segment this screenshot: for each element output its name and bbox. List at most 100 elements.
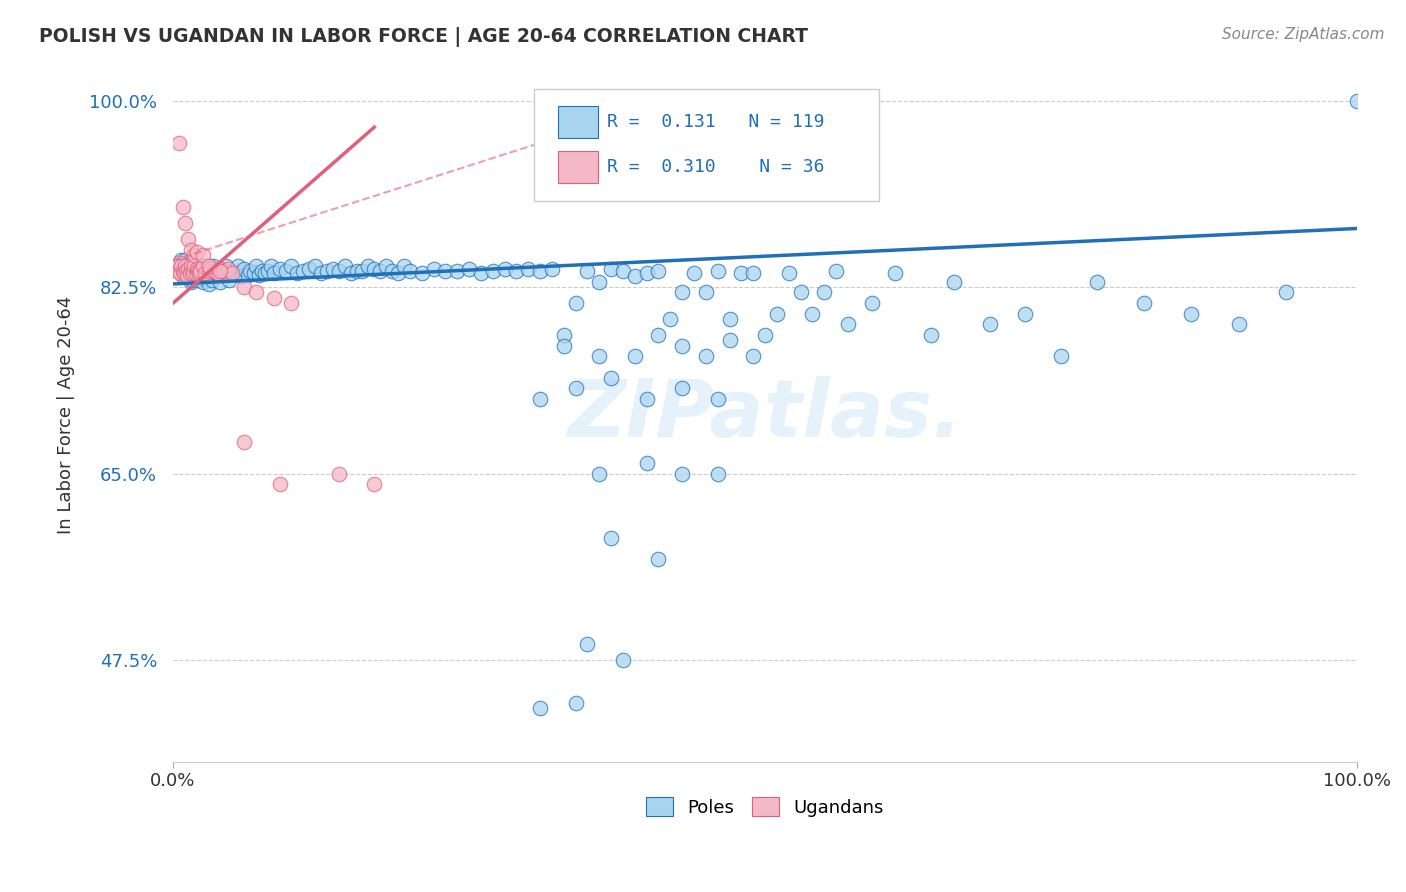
Point xyxy=(636,266,658,280)
Point xyxy=(718,312,741,326)
Y-axis label: In Labor Force | Age 20-64: In Labor Force | Age 20-64 xyxy=(58,296,75,534)
Point xyxy=(170,253,193,268)
Point xyxy=(167,264,190,278)
Point xyxy=(280,296,302,310)
Point xyxy=(204,264,226,278)
Point xyxy=(242,266,264,280)
Point xyxy=(446,264,468,278)
Point xyxy=(352,264,374,278)
Point xyxy=(170,259,193,273)
Point xyxy=(226,259,249,273)
Point xyxy=(207,266,229,280)
Point xyxy=(742,350,765,364)
Point xyxy=(576,264,599,278)
Point xyxy=(718,334,741,348)
Point xyxy=(392,259,415,273)
Point xyxy=(179,266,201,280)
Point xyxy=(174,266,197,280)
Point xyxy=(221,264,243,278)
Point xyxy=(730,266,752,280)
Point xyxy=(647,264,669,278)
Point xyxy=(623,350,645,364)
Point xyxy=(179,259,201,273)
Point xyxy=(200,262,222,277)
Point xyxy=(612,264,634,278)
Point xyxy=(600,531,623,545)
Point xyxy=(173,259,195,273)
Point xyxy=(659,312,682,326)
Point xyxy=(695,285,717,300)
Point xyxy=(387,266,409,280)
Point xyxy=(197,264,219,278)
Point xyxy=(193,262,215,277)
Point xyxy=(186,262,208,277)
Point xyxy=(172,200,194,214)
Point xyxy=(183,248,205,262)
Point xyxy=(470,266,492,280)
Point xyxy=(1085,275,1108,289)
Point xyxy=(1227,318,1250,332)
Point xyxy=(920,328,942,343)
Point xyxy=(274,264,297,278)
Point xyxy=(231,269,253,284)
Point xyxy=(173,264,195,278)
Point xyxy=(194,266,217,280)
Point xyxy=(221,266,243,280)
Point xyxy=(553,328,575,343)
Point xyxy=(458,262,481,277)
Point xyxy=(204,266,226,280)
Point xyxy=(197,259,219,273)
Point xyxy=(211,264,233,278)
Point xyxy=(190,259,212,273)
Point xyxy=(186,266,208,280)
Point xyxy=(197,277,219,291)
Point xyxy=(195,269,218,284)
Point xyxy=(180,255,202,269)
Point xyxy=(363,477,385,491)
Point xyxy=(233,434,256,449)
Point xyxy=(564,696,586,710)
Text: POLISH VS UGANDAN IN LABOR FORCE | AGE 20-64 CORRELATION CHART: POLISH VS UGANDAN IN LABOR FORCE | AGE 2… xyxy=(39,27,808,46)
Point xyxy=(411,266,433,280)
Point xyxy=(215,259,238,273)
Point xyxy=(766,307,789,321)
Point xyxy=(194,266,217,280)
Point xyxy=(600,371,623,385)
Point xyxy=(191,248,214,262)
Point xyxy=(233,280,256,294)
Point xyxy=(177,262,200,277)
Point xyxy=(173,216,195,230)
Point xyxy=(422,262,444,277)
Point xyxy=(209,275,232,289)
Point xyxy=(224,266,246,280)
Point xyxy=(233,262,256,277)
Point xyxy=(339,266,361,280)
Point xyxy=(181,264,204,278)
Point xyxy=(184,269,207,284)
Point xyxy=(298,262,321,277)
Point xyxy=(683,266,706,280)
Point xyxy=(1050,350,1073,364)
Point xyxy=(363,262,385,277)
Point xyxy=(174,264,197,278)
Point xyxy=(191,275,214,289)
Point xyxy=(600,262,623,277)
Point xyxy=(706,392,728,406)
Point xyxy=(517,262,540,277)
Point xyxy=(245,259,267,273)
Point xyxy=(173,253,195,268)
Point xyxy=(176,269,198,284)
Point xyxy=(198,264,221,278)
Point xyxy=(169,266,191,280)
Point xyxy=(588,350,610,364)
Point xyxy=(269,262,291,277)
Point xyxy=(180,275,202,289)
Point xyxy=(269,477,291,491)
Point xyxy=(202,259,225,273)
Point xyxy=(647,552,669,566)
Point xyxy=(576,637,599,651)
Point xyxy=(260,259,283,273)
Point xyxy=(494,262,516,277)
Point xyxy=(328,264,350,278)
Point xyxy=(181,273,204,287)
